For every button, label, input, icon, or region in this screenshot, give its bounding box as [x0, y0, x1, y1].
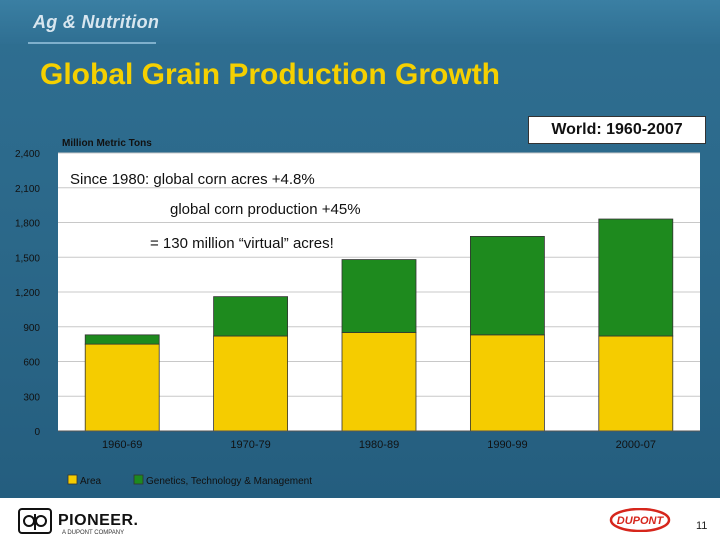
region-box: World: 1960-2007: [528, 116, 706, 144]
pioneer-subtitle: A DUPONT COMPANY: [62, 530, 125, 536]
legend-label: Area: [80, 476, 102, 487]
annotation-text: Since 1980: global corn acres +4.8%: [70, 171, 315, 188]
bar-genetics: [213, 296, 289, 337]
legend-label: Genetics, Technology & Management: [146, 476, 312, 487]
legend-swatch: [67, 474, 78, 485]
brand-label: Ag & Nutrition: [33, 12, 160, 32]
x-tick-label: 2000-07: [616, 439, 656, 451]
bar-area: [213, 335, 289, 432]
bar-area: [341, 332, 417, 432]
annotation-text: = 130 million “virtual” acres!: [150, 235, 334, 252]
y-tick-label: 300: [23, 392, 40, 403]
header-rule: [28, 42, 156, 44]
pioneer-icon: [18, 508, 52, 534]
bar-genetics: [84, 334, 160, 345]
x-tick-label: 1990-99: [487, 439, 527, 451]
slide-title: Global Grain Production Growth: [40, 58, 501, 91]
y-tick-label: 900: [23, 323, 40, 334]
y-tick-label: 600: [23, 358, 40, 369]
pioneer-name: PIONEER.: [58, 512, 139, 529]
region-label: World: 1960-2007: [551, 121, 683, 138]
bar-genetics: [598, 218, 674, 337]
dupont-logo-text: DUPONT: [617, 515, 665, 527]
x-tick-label: 1980-89: [359, 439, 399, 451]
x-tick-label: 1970-79: [230, 439, 270, 451]
dupont-logo: DUPONT: [609, 508, 671, 532]
y-tick-label: 1,200: [15, 288, 40, 299]
stacked-bar-chart: 0 300 600 900 1,200 1,500 1,800 2,100 2,400 1960-…: [15, 149, 700, 487]
header-band: [0, 0, 720, 44]
legend-swatch: [133, 474, 144, 485]
pioneer-logo: PIONEER. A DUPONT COMPANY: [18, 508, 139, 536]
y-tick-label: 2,100: [15, 184, 40, 195]
unit-label: Million Metric Tons: [62, 138, 152, 149]
bar-area: [598, 335, 674, 432]
bar-area: [84, 343, 160, 432]
y-tick-label: 0: [34, 427, 40, 438]
page-number: 11: [696, 520, 708, 532]
bar-area: [469, 334, 545, 432]
y-tick-label: 1,500: [15, 253, 40, 264]
bar-genetics: [341, 259, 417, 333]
annotation-text: global corn production +45%: [170, 201, 361, 218]
footer: [0, 498, 720, 540]
bar-genetics: [469, 235, 545, 336]
y-tick-label: 2,400: [15, 149, 40, 160]
x-tick-label: 1960-69: [102, 439, 142, 451]
y-tick-label: 1,800: [15, 219, 40, 230]
